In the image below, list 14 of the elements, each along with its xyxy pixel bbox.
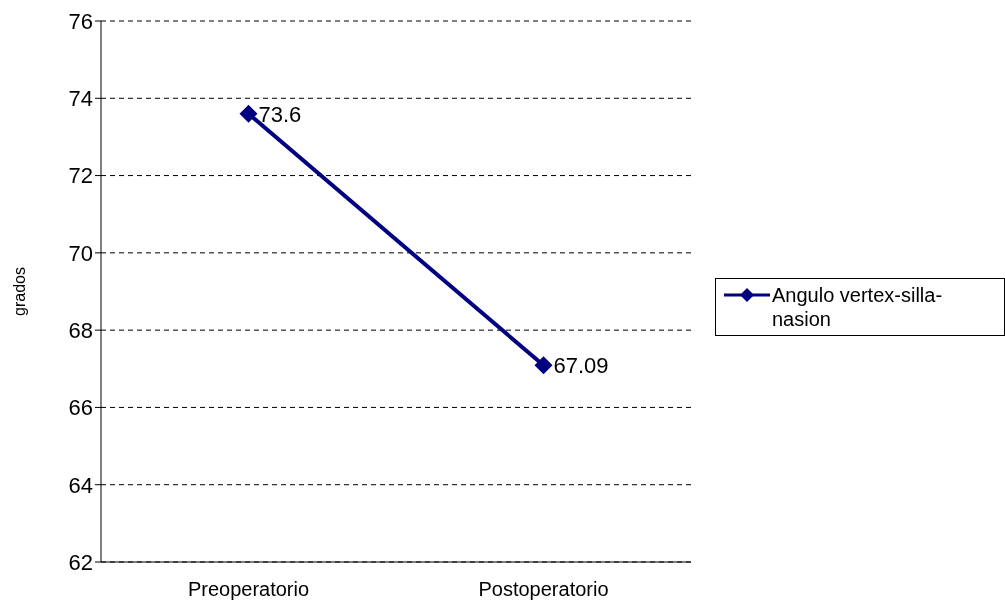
data-label: 73.6 — [258, 101, 302, 127]
data-label: 67.09 — [553, 353, 609, 379]
y-tick-label: 62 — [68, 549, 93, 575]
y-tick-label: 68 — [68, 317, 93, 343]
x-tick-label: Preoperatorio — [187, 578, 310, 601]
y-tick-label: 64 — [68, 472, 93, 498]
y-axis-title: grados — [10, 267, 28, 316]
legend-label: Angulo vertex-silla-nasion — [772, 283, 944, 331]
y-tick-label: 74 — [68, 86, 93, 112]
y-tick-label: 66 — [68, 395, 93, 421]
y-tick-label: 70 — [68, 240, 93, 266]
y-tick-label: 72 — [68, 163, 93, 189]
y-tick-label: 76 — [68, 8, 93, 34]
x-tick-label: Postoperatorio — [478, 578, 609, 601]
